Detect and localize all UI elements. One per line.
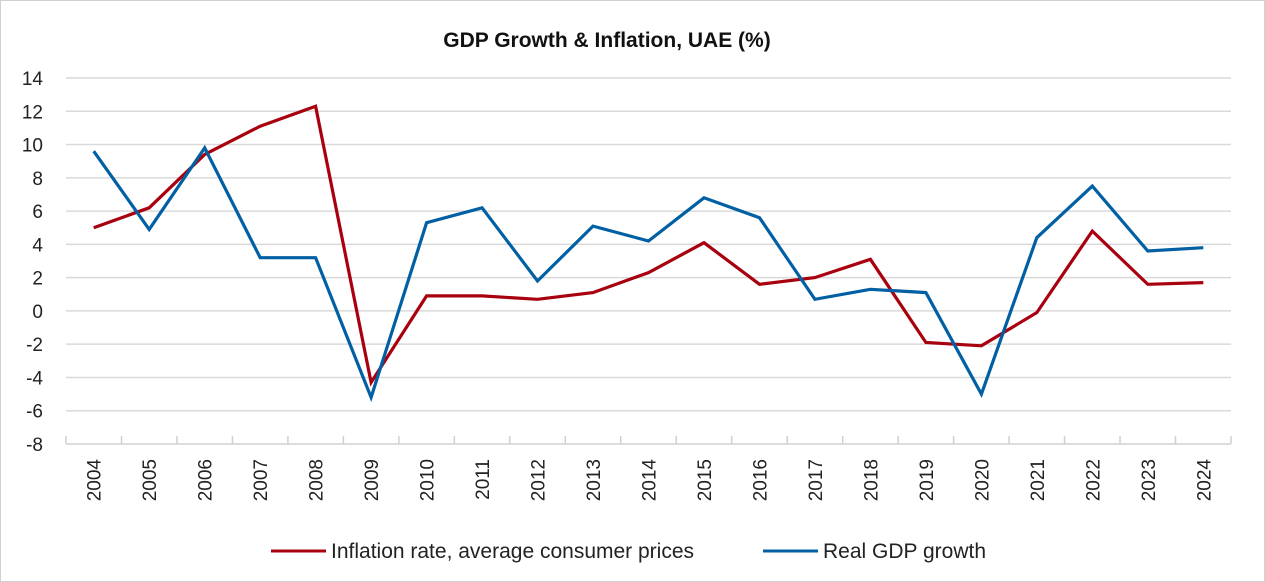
x-tick-label: 2011 bbox=[473, 459, 494, 500]
x-tick-label: 2014 bbox=[640, 459, 661, 502]
x-tick-label: 2006 bbox=[196, 459, 217, 501]
y-tick-label: 8 bbox=[32, 169, 43, 190]
x-tick-label: 2013 bbox=[584, 459, 605, 501]
x-tick-label: 2017 bbox=[806, 459, 827, 501]
x-tick-label: 2004 bbox=[85, 459, 106, 502]
x-tick-label: 2007 bbox=[251, 459, 272, 501]
x-tick-label: 2009 bbox=[362, 459, 383, 501]
y-tick-label: 14 bbox=[22, 69, 44, 90]
x-tick-label: 2021 bbox=[1028, 459, 1049, 501]
x-tick-label: 2016 bbox=[750, 459, 771, 501]
x-tick-label: 2012 bbox=[529, 459, 550, 501]
x-tick-label: 2018 bbox=[861, 459, 882, 501]
x-tick-label: 2008 bbox=[307, 459, 328, 501]
legend-label-inflation: Inflation rate, average consumer prices bbox=[331, 540, 694, 563]
y-axis: 14 12 10 8 6 4 2 0 -2 -4 -6 -8 bbox=[22, 69, 44, 456]
x-tick-label: 2019 bbox=[917, 459, 938, 501]
x-tick-label: 2024 bbox=[1194, 459, 1215, 502]
x-tick-label: 2015 bbox=[695, 459, 716, 501]
y-tick-label: -6 bbox=[26, 402, 43, 423]
x-tick-label: 2023 bbox=[1139, 459, 1160, 501]
x-tick-label: 2022 bbox=[1083, 459, 1104, 501]
y-tick-label: 4 bbox=[32, 235, 43, 256]
y-tick-label: 12 bbox=[22, 102, 43, 123]
y-tick-label: 6 bbox=[32, 202, 43, 223]
legend: Inflation rate, average consumer prices … bbox=[271, 540, 986, 563]
x-tick-label: 2020 bbox=[972, 459, 993, 501]
x-axis: 2004 2005 2006 2007 2008 2009 2010 2011 2012 2013… bbox=[65, 436, 1232, 502]
chart-title: GDP Growth & Inflation, UAE (%) bbox=[443, 29, 770, 52]
y-tick-label: 2 bbox=[32, 269, 43, 290]
y-tick-label: -8 bbox=[26, 435, 43, 456]
legend-label-gdp: Real GDP growth bbox=[823, 540, 986, 563]
y-tick-label: -4 bbox=[26, 368, 43, 389]
x-tick-label: 2010 bbox=[418, 459, 439, 501]
series-lines bbox=[92, 104, 1204, 403]
x-tick-label: 2005 bbox=[140, 459, 161, 501]
gridlines bbox=[66, 77, 1231, 412]
y-tick-label: 10 bbox=[22, 136, 43, 157]
y-tick-label: -2 bbox=[26, 335, 43, 356]
y-tick-label: 0 bbox=[32, 302, 43, 323]
